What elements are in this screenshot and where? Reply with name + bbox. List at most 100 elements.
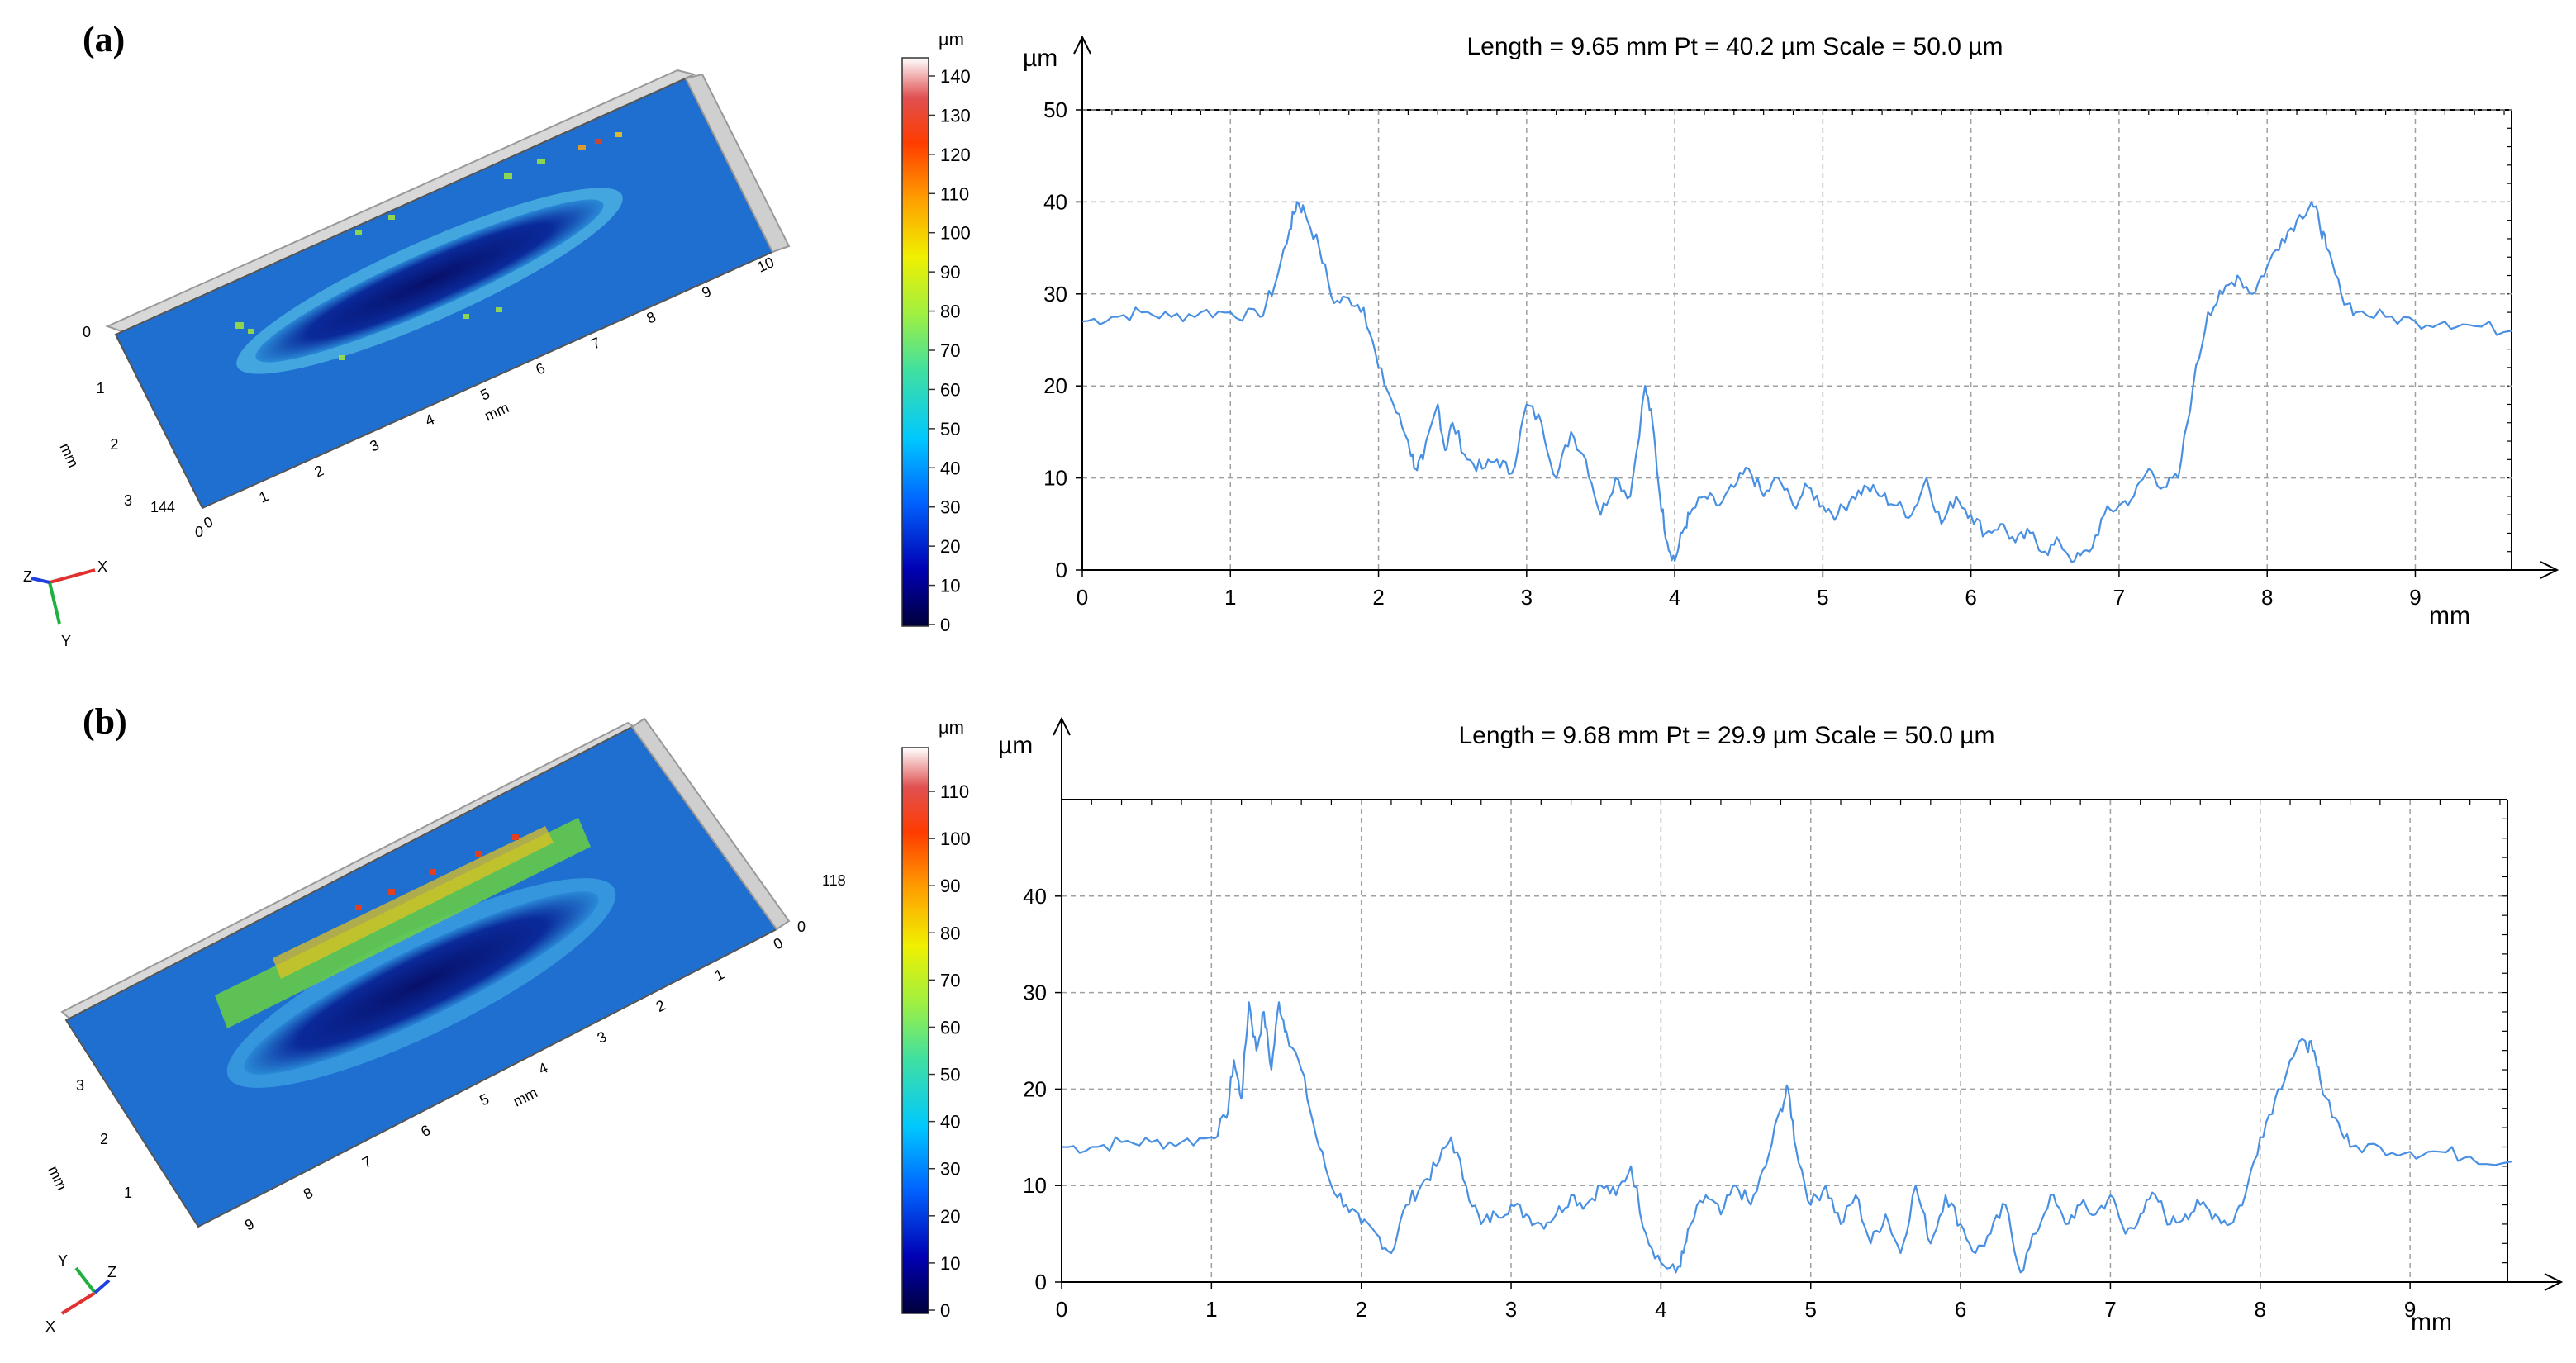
surface-axis-tick-label: 4: [536, 1059, 551, 1077]
profile-a-title: Length = 9.65 mm Pt = 40.2 µm Scale = 50…: [1466, 33, 2003, 60]
y-tick-label: 0: [1035, 1270, 1047, 1294]
surface-b-zmax-label: 118: [822, 872, 846, 889]
triad-a-label-2: X: [97, 558, 107, 575]
surface-axis-tick-label: 0: [771, 934, 786, 952]
surface-axis-tick-label: 3: [76, 1077, 84, 1094]
profile-series-line: [1081, 201, 2512, 563]
x-tick-label: 2: [1355, 1297, 1366, 1322]
surface-b-ridge: [215, 818, 591, 1028]
profile-chart-b: Length = 9.68 mm Pt = 29.9 µm Scale = 50…: [998, 716, 2564, 1336]
x-tick-label: 3: [1521, 585, 1533, 610]
y-tick-label: 30: [1023, 981, 1047, 1005]
y-tick-label: 40: [1043, 189, 1067, 214]
x-axis-arrow: [2544, 1273, 2564, 1291]
x-tick-label: 7: [2113, 585, 2125, 610]
surface-axis-tick-label: 8: [301, 1184, 316, 1202]
surface-axis-tick-label: 3: [367, 436, 381, 454]
surface-a-y-ticks: 0 1 2 3: [83, 324, 132, 509]
colorbar-tick-label: 20: [940, 536, 960, 557]
colorbar-b-unit: µm: [939, 717, 964, 738]
colorbar-tick-label: 30: [940, 1159, 960, 1180]
surface-axis-tick-label: 2: [110, 436, 118, 453]
x-tick-label: 0: [1056, 1297, 1067, 1322]
colorbar-tick-label: 50: [940, 1065, 960, 1085]
colorbar-tick-label: 80: [940, 302, 960, 322]
surface-axis-tick-label: 9: [699, 283, 713, 301]
colorbar-tick-label: 90: [940, 876, 960, 896]
colorbar-tick-label: 0: [940, 615, 950, 635]
profile-b-y-unit: µm: [998, 732, 1033, 759]
x-tick-label: 1: [1224, 585, 1236, 610]
colorbar-tick-label: 110: [940, 781, 969, 802]
colorbar-tick-label: 140: [940, 66, 971, 87]
x-tick-label: 0: [1077, 585, 1088, 610]
triad-b-label-2: Z: [107, 1264, 116, 1280]
triad-b-label-1: Y: [58, 1252, 68, 1269]
x-tick-label: 1: [1205, 1297, 1217, 1322]
surface-b-groove: [244, 891, 599, 1075]
panel-a-tag: (a): [83, 19, 125, 59]
surface-axis-tick-label: 0: [201, 513, 215, 531]
surface-axis-tick-label: 1: [712, 966, 727, 984]
colorbar-tick-label: 40: [940, 1112, 960, 1133]
triad-b-label-3: X: [45, 1318, 55, 1335]
surface-b-x-unit: mm: [511, 1084, 540, 1109]
surface-b-sidewall: [630, 717, 791, 931]
surface-axis-tick-label: 1: [97, 380, 105, 397]
surface-axis-tick-label: 4: [422, 411, 436, 429]
surface-axis-tick-label: 3: [124, 492, 132, 509]
colorbar-tick-label: 10: [940, 1253, 960, 1274]
surface-axis-tick-label: 1: [256, 487, 270, 506]
surface-a-x-unit: mm: [482, 399, 511, 424]
y-tick-label: 20: [1023, 1076, 1047, 1101]
y-tick-label: 40: [1023, 884, 1047, 909]
surface-b-zmin-label: 0: [797, 919, 806, 935]
profile-series-line: [1061, 1001, 2512, 1274]
profile-b-x-unit: mm: [2411, 1308, 2452, 1336]
x-tick-label: 2: [1372, 585, 1384, 610]
colorbar-tick-label: 60: [940, 379, 960, 400]
surface-axis-tick-label: 2: [100, 1131, 108, 1147]
x-tick-label: 8: [2255, 1297, 2266, 1322]
x-tick-label: 7: [2104, 1297, 2116, 1322]
colorbar-tick-label: 40: [940, 458, 960, 478]
surface-axis-tick-label: 8: [644, 308, 658, 326]
colorbar-tick-label: 130: [940, 105, 971, 126]
x-tick-label: 4: [1669, 585, 1680, 610]
x-axis-arrow: [2540, 561, 2559, 579]
surface-a-zmin-label: 0: [195, 524, 203, 540]
surface-axis-tick-label: 5: [477, 1090, 492, 1109]
surface-axis-tick-label: 2: [311, 462, 326, 480]
colorbar-tick-label: 80: [940, 923, 960, 943]
surface-axis-tick-label: 7: [359, 1153, 374, 1171]
surface-axis-tick-label: 9: [242, 1215, 257, 1233]
surface-map-b: 9 8 7 6 5 4 3 2 1 0 mm 3 2 1 mm 118 0: [45, 717, 846, 1234]
x-tick-label: 3: [1505, 1297, 1517, 1322]
y-tick-label: 10: [1023, 1173, 1047, 1198]
y-tick-label: 30: [1043, 282, 1067, 306]
colorbar-tick-label: 90: [940, 262, 960, 283]
colorbar-tick-label: 70: [940, 970, 960, 990]
colorbar-tick-label: 110: [940, 183, 969, 204]
surface-axis-tick-label: 1: [124, 1185, 132, 1201]
surface-axis-tick-label: 0: [83, 324, 91, 340]
colorbar-tick-label: 0: [940, 1300, 950, 1321]
axis-triad-b: Y Z X: [45, 1252, 116, 1335]
colorbar-tick-label: 60: [940, 1017, 960, 1038]
profile-a-y-unit: µm: [1023, 45, 1057, 72]
y-tick-label: 50: [1043, 97, 1067, 122]
colorbar-tick-label: 120: [940, 145, 971, 165]
surface-a-y-unit: mm: [56, 440, 82, 470]
x-tick-label: 9: [2409, 585, 2421, 610]
colorbar-tick-label: 30: [940, 497, 960, 518]
colorbar-tick-label: 10: [940, 576, 960, 596]
surface-axis-tick-label: 6: [418, 1122, 433, 1140]
colorbar-tick-label: 100: [940, 223, 971, 244]
colorbar-b-gradient: [901, 747, 929, 1314]
colorbar-tick-label: 50: [940, 419, 960, 439]
